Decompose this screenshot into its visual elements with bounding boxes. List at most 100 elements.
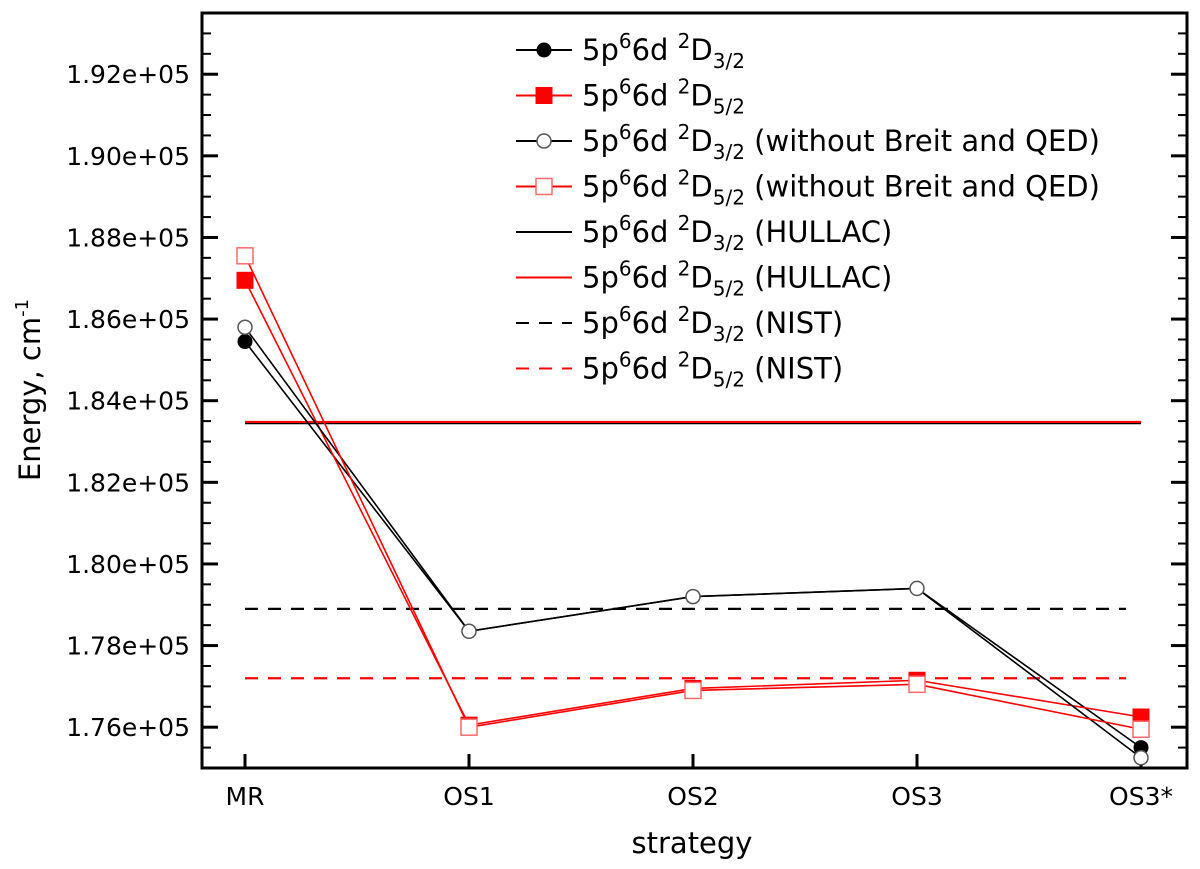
x-tick-label: OS3* [1109, 782, 1173, 811]
legend-label: 5p66d 2D3/2 [582, 29, 745, 73]
legend-label-sup2: 2 [678, 302, 691, 326]
legend-label: 5p66d 2D3/2 (without Breit and QED) [582, 120, 1100, 164]
data-point [909, 580, 925, 597]
series-3 [236, 247, 1150, 738]
legend-label-sup2: 2 [678, 348, 691, 372]
legend-label-sup2: 2 [678, 75, 691, 99]
legend-label-mid: 6d [632, 33, 678, 67]
y-tick-label: 1.78e+05 [66, 632, 190, 661]
legend-label-base: 5p [582, 306, 619, 340]
legend-label-mid: 6d [632, 170, 678, 204]
legend-label: 5p66d 2D3/2 (NIST) [582, 302, 843, 346]
legend-label-letter: D [690, 261, 712, 295]
legend-label-base: 5p [582, 124, 619, 158]
data-point [236, 271, 254, 289]
series-layer [236, 247, 1150, 766]
legend-label-sub: 3/2 [713, 231, 745, 255]
series-2 [237, 319, 1149, 766]
legend-label-letter: D [690, 306, 712, 340]
legend-label-base: 5p [582, 33, 619, 67]
legend-label-base: 5p [582, 261, 619, 295]
legend-label-base: 5p [582, 352, 619, 386]
data-point [237, 334, 253, 350]
series-line [244, 279, 1142, 727]
y-axis-title: Energy, cm-1 [12, 299, 47, 481]
data-point [237, 319, 253, 335]
plot-frame [200, 11, 1189, 770]
y-tick-label: 1.84e+05 [66, 387, 190, 416]
legend-label-suffix: (NIST) [745, 306, 843, 340]
legend-label-mid: 6d [632, 352, 678, 386]
data-point [1133, 750, 1149, 766]
legend-label: 5p66d 2D5/2 [582, 75, 745, 119]
legend-item: 5p66d 2D3/2 (NIST) [516, 302, 843, 346]
legend-label-base: 5p [582, 79, 619, 113]
legend-label-sub: 5/2 [713, 277, 745, 301]
data-point [236, 247, 254, 265]
legend-label-letter: D [690, 124, 712, 158]
data-point [908, 675, 926, 694]
legend-label-sup2: 2 [678, 211, 691, 235]
legend-label-mid: 6d [632, 306, 678, 340]
legend-label-sub: 3/2 [713, 322, 745, 346]
x-tick-label: OS1 [443, 782, 494, 811]
legend-label-sub: 3/2 [713, 140, 745, 164]
y-tick-label: 1.86e+05 [66, 305, 190, 334]
legend-label-letter: D [690, 215, 712, 249]
legend-label-sup1: 6 [619, 166, 632, 190]
legend-label-sub: 5/2 [713, 186, 745, 210]
legend-item: 5p66d 2D3/2 (without Breit and QED) [516, 120, 1100, 164]
legend-label-sub: 3/2 [713, 49, 745, 73]
legend-label-letter: D [690, 170, 712, 204]
legend-label-sup2: 2 [678, 120, 691, 144]
legend-label-suffix: (HULLAC) [745, 261, 892, 295]
legend-label-suffix: (NIST) [745, 352, 843, 386]
legend-label-sub: 5/2 [713, 95, 745, 119]
x-tick-label: MR [226, 782, 265, 811]
legend-label: 5p66d 2D5/2 (HULLAC) [582, 257, 892, 301]
y-tick-label: 1.80e+05 [66, 550, 190, 579]
legend-marker [535, 87, 553, 104]
legend-label-sup1: 6 [619, 348, 632, 372]
legend-label-sup1: 6 [619, 211, 632, 235]
x-axis-title: strategy [632, 826, 753, 860]
legend-label-suffix: (HULLAC) [745, 215, 892, 249]
legend-label-mid: 6d [632, 215, 678, 249]
legend-label-sup1: 6 [619, 120, 632, 144]
legend-label-sup2: 2 [678, 29, 691, 53]
legend-marker [536, 133, 552, 149]
legend-label: 5p66d 2D5/2 (without Breit and QED) [582, 166, 1100, 210]
legend-item: 5p66d 2D3/2 (HULLAC) [516, 211, 892, 255]
legend-item: 5p66d 2D5/2 (NIST) [516, 348, 843, 392]
legend-label-mid: 6d [632, 124, 678, 158]
data-point [461, 623, 477, 640]
legend-label-mid: 6d [632, 79, 678, 113]
legend-label-sup1: 6 [619, 257, 632, 281]
y-tick-label: 1.82e+05 [66, 468, 190, 497]
axes: 1.76e+05 1.78e+05 1.80e+05 1.82e+05 1.84e+05… [66, 12, 1187, 811]
legend-label-base: 5p [582, 170, 619, 204]
legend-label: 5p66d 2D5/2 (NIST) [582, 348, 843, 392]
x-tick-label: OS2 [667, 782, 718, 811]
legend-label-sup1: 6 [619, 302, 632, 326]
legend-label-letter: D [690, 33, 712, 67]
x-tick-label: OS3 [891, 782, 942, 811]
legend-label-sup2: 2 [678, 257, 691, 281]
legend-label-sup1: 6 [619, 29, 632, 53]
legend-label-suffix: (without Breit and QED) [745, 124, 1100, 158]
legend-item: 5p66d 2D5/2 (without Breit and QED) [516, 166, 1100, 210]
legend-marker [536, 42, 552, 58]
legend-label-letter: D [690, 352, 712, 386]
legend-label-sup2: 2 [678, 166, 691, 190]
y-axis-title-unit-exponent: -1 [12, 299, 33, 317]
y-tick-label: 1.76e+05 [66, 713, 190, 742]
legend-item: 5p66d 2D3/2 [516, 29, 745, 73]
legend-label-suffix: (without Breit and QED) [745, 170, 1100, 204]
y-tick-label: 1.92e+05 [66, 60, 190, 89]
data-point [460, 718, 478, 736]
legend-label-sub: 5/2 [713, 368, 745, 392]
legend-label-letter: D [690, 79, 712, 113]
y-tick-label: 1.88e+05 [66, 223, 190, 252]
